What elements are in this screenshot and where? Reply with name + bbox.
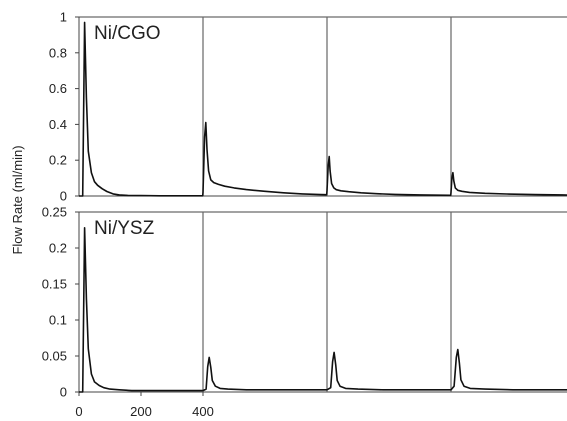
panel-ni-cgo: 1 0.8 0.6 0.4 0.2 0 Ni/CGO <box>49 10 567 204</box>
y-tick-label: 0.25 <box>42 205 67 220</box>
y-tick-label: 0.2 <box>49 241 67 256</box>
y-axis-label: Flow Rate (ml/min) <box>10 145 25 254</box>
y-tick-label: 0.05 <box>42 349 67 364</box>
y-tick-label: 0.15 <box>42 277 67 292</box>
panel-ni-ysz: 0.25 0.2 0.15 0.1 0.05 00 200 400 Ni/YSZ <box>42 205 567 419</box>
panel-label: Ni/YSZ <box>94 218 155 239</box>
y-tick-label: 0.1 <box>49 313 67 328</box>
flow-rate-series-line <box>79 21 567 197</box>
y-tick-label: 1 <box>60 10 67 25</box>
x-tick-label: 0 <box>75 404 82 419</box>
y-tick-label: 0 <box>60 385 67 400</box>
x-tick-label: 200 <box>130 404 152 419</box>
y-tick-label: 0.2 <box>49 153 67 168</box>
x-tick-label: 400 <box>192 404 214 419</box>
flow-rate-series-line <box>79 227 567 393</box>
y-tick-label: 0.8 <box>49 45 67 60</box>
y-tick-label: 0 <box>60 189 67 204</box>
panel-label: Ni/CGO <box>94 23 161 44</box>
y-tick-label: 0.6 <box>49 81 67 96</box>
y-tick-label: 0.4 <box>49 117 67 132</box>
